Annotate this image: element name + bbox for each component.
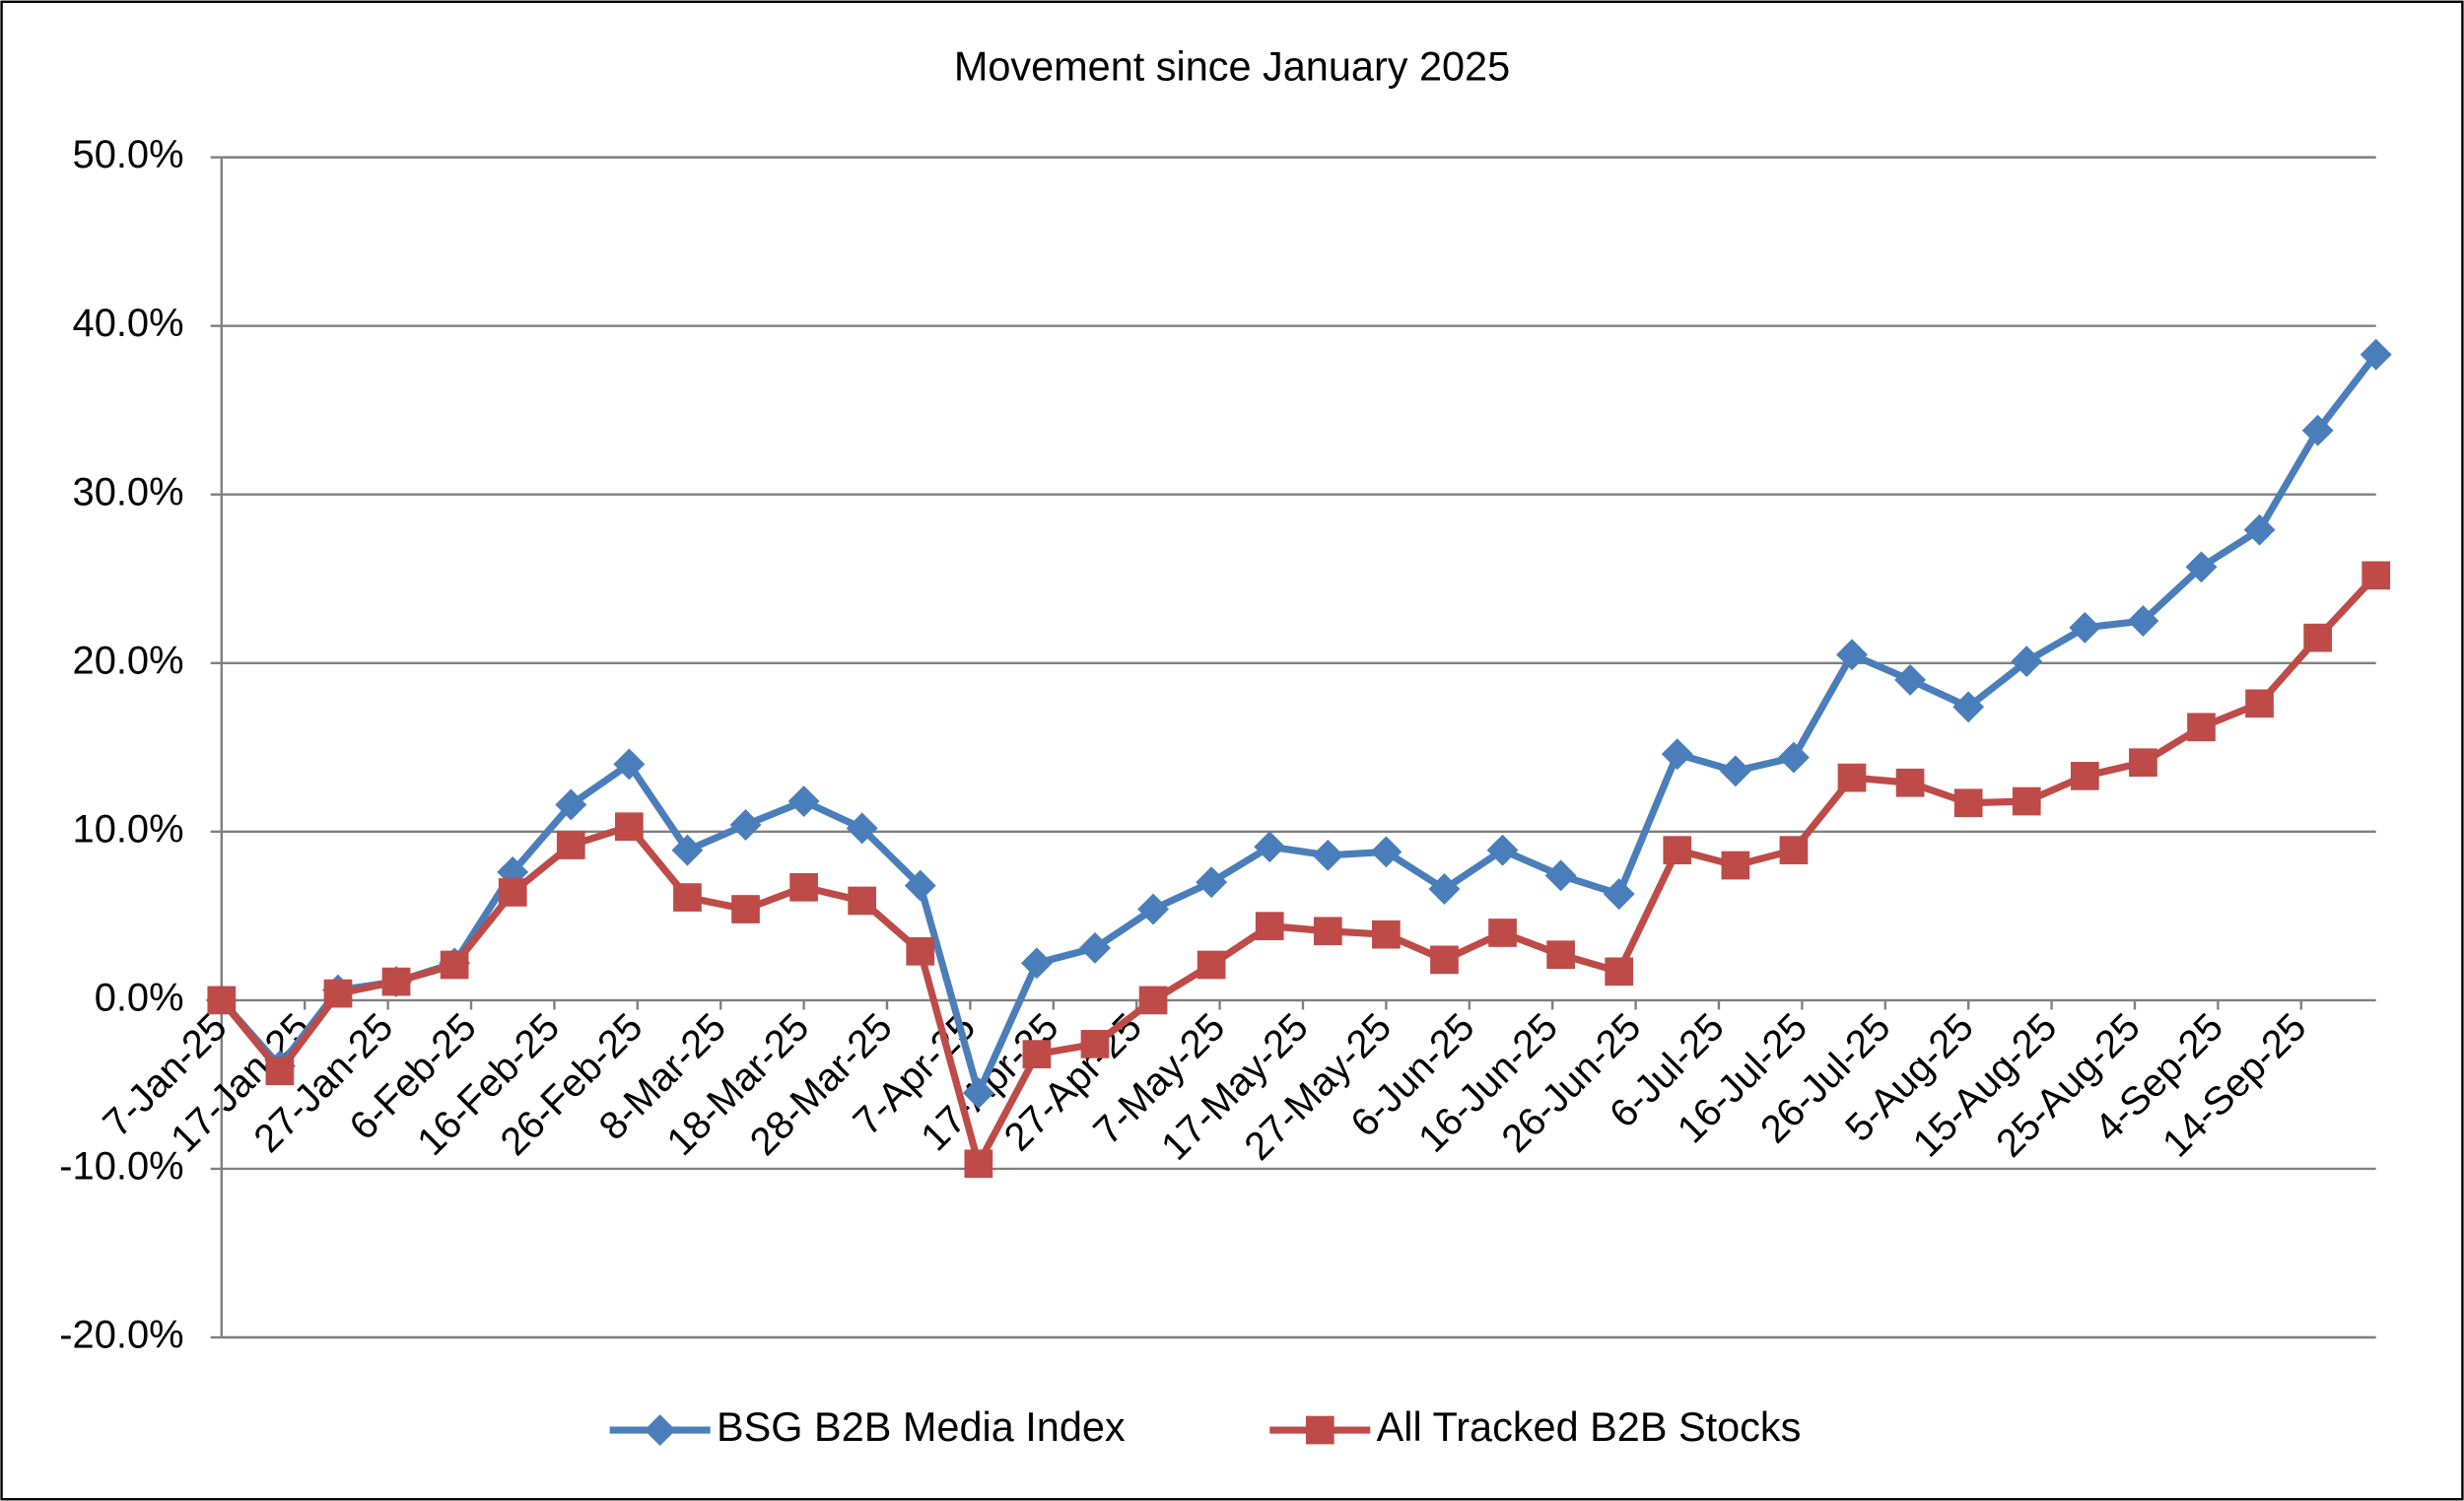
marker xyxy=(1952,691,1985,723)
legend-label: All Tracked B2B Stocks xyxy=(1377,1403,1802,1450)
y-tick-label: 10.0% xyxy=(73,807,184,851)
marker xyxy=(323,979,353,1008)
marker xyxy=(2303,623,2332,652)
y-tick-label: 30.0% xyxy=(73,470,184,513)
marker xyxy=(846,812,878,845)
marker xyxy=(1138,986,1168,1015)
marker xyxy=(1663,836,1692,865)
marker xyxy=(1079,931,1111,964)
marker xyxy=(556,831,585,859)
marker xyxy=(265,1057,295,1086)
marker xyxy=(1605,957,1634,987)
marker xyxy=(2361,561,2391,590)
marker xyxy=(1488,919,1517,947)
y-tick-label: 40.0% xyxy=(73,302,184,345)
marker xyxy=(906,936,935,966)
y-tick-label: 50.0% xyxy=(73,133,184,176)
marker xyxy=(671,834,704,866)
marker xyxy=(1254,831,1286,863)
y-tick-label: 20.0% xyxy=(73,639,184,682)
marker xyxy=(1022,1040,1052,1068)
marker xyxy=(555,788,587,821)
marker xyxy=(1837,763,1867,792)
marker xyxy=(1603,878,1635,911)
marker xyxy=(848,886,877,916)
series-line xyxy=(219,352,2379,1097)
marker xyxy=(207,986,237,1015)
marker xyxy=(1137,893,1170,925)
marker xyxy=(1080,1030,1110,1058)
marker xyxy=(1255,912,1284,940)
marker xyxy=(1313,917,1342,946)
marker xyxy=(381,967,411,996)
marker xyxy=(1895,768,1925,797)
legend-marker xyxy=(1305,1415,1335,1445)
marker xyxy=(1546,940,1575,970)
marker xyxy=(1430,945,1459,975)
marker xyxy=(2070,762,2099,790)
marker xyxy=(440,950,469,980)
marker xyxy=(1661,738,1693,771)
chart-title: Movement since January 2025 xyxy=(954,42,1510,89)
marker xyxy=(2245,689,2274,718)
marker xyxy=(1486,834,1519,866)
marker xyxy=(1197,950,1226,980)
marker xyxy=(1719,755,1751,787)
legend-label: BSG B2B Media Index xyxy=(717,1403,1126,1450)
marker xyxy=(1721,851,1750,880)
marker xyxy=(1372,920,1401,949)
marker xyxy=(1953,788,1983,818)
marker xyxy=(2129,748,2157,778)
marker xyxy=(1779,836,1809,865)
marker xyxy=(962,1077,994,1109)
y-tick-label: -20.0% xyxy=(59,1314,183,1357)
marker xyxy=(498,878,527,907)
marker xyxy=(1312,839,1344,871)
marker xyxy=(615,812,644,842)
y-tick-label: 0.0% xyxy=(95,976,184,1019)
marker xyxy=(731,895,760,923)
y-tick-label: -10.0% xyxy=(59,1144,183,1188)
marker xyxy=(1836,639,1868,671)
marker xyxy=(2187,713,2216,742)
marker xyxy=(964,1149,993,1179)
marker xyxy=(2012,786,2041,816)
marker xyxy=(2301,414,2334,446)
marker xyxy=(789,872,818,902)
marker xyxy=(673,883,702,912)
marker xyxy=(904,869,936,902)
